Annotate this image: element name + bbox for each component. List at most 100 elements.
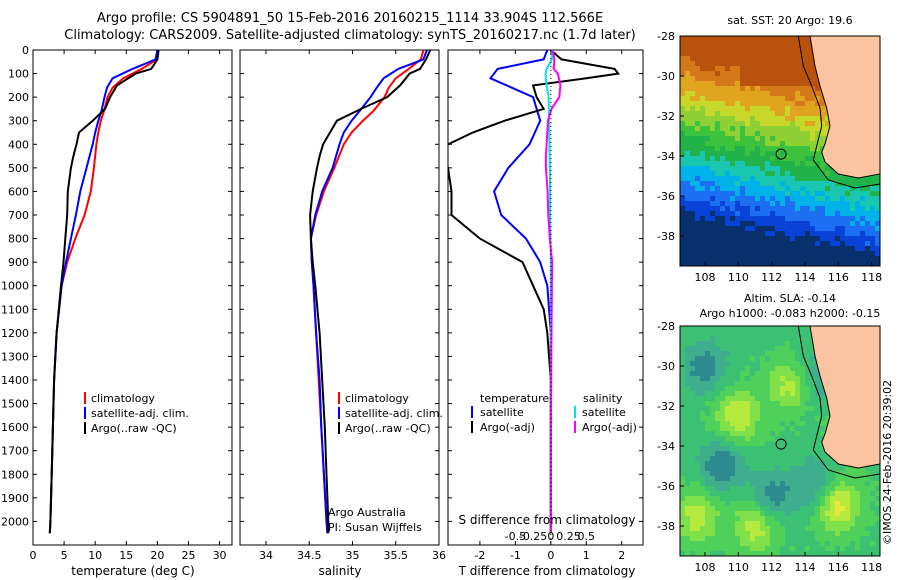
map-cell bbox=[725, 206, 730, 211]
map-cell bbox=[725, 511, 730, 516]
map-cell bbox=[740, 106, 745, 111]
map-cell bbox=[745, 121, 750, 126]
x-tick-label: 116 bbox=[828, 271, 849, 284]
map-cell bbox=[790, 436, 795, 441]
map-cell bbox=[685, 151, 690, 156]
map-cell bbox=[745, 106, 750, 111]
map-cell bbox=[695, 541, 700, 546]
map-cell bbox=[780, 426, 785, 431]
map-cell bbox=[775, 241, 780, 246]
map-cell bbox=[715, 361, 720, 366]
map-cell bbox=[800, 371, 805, 376]
map-cell bbox=[730, 36, 735, 41]
map-cell bbox=[810, 441, 815, 446]
map-cell bbox=[825, 456, 830, 461]
map-cell bbox=[705, 386, 710, 391]
map-cell bbox=[720, 176, 725, 181]
map-cell bbox=[870, 516, 875, 521]
map-cell bbox=[805, 86, 810, 91]
map-cell bbox=[710, 496, 715, 501]
map-cell bbox=[840, 211, 845, 216]
map-cell bbox=[700, 536, 705, 541]
map-cell bbox=[680, 66, 685, 71]
map-cell bbox=[700, 91, 705, 96]
map-cell bbox=[855, 496, 860, 501]
map-cell bbox=[860, 216, 865, 221]
map-cell bbox=[800, 96, 805, 101]
map-cell bbox=[795, 201, 800, 206]
map-cell bbox=[725, 406, 730, 411]
map-cell bbox=[800, 231, 805, 236]
map-cell bbox=[810, 406, 815, 411]
map-frame bbox=[679, 35, 881, 267]
map-cell bbox=[785, 186, 790, 191]
map-cell bbox=[815, 481, 820, 486]
map-cell bbox=[805, 411, 810, 416]
map-cell bbox=[815, 121, 820, 126]
map-cell bbox=[840, 486, 845, 491]
map-cell bbox=[770, 71, 775, 76]
map-cell bbox=[735, 101, 740, 106]
map-cell bbox=[750, 391, 755, 396]
map-cell bbox=[780, 466, 785, 471]
map-cell bbox=[860, 196, 865, 201]
map-cell bbox=[795, 356, 800, 361]
map-cell bbox=[805, 46, 810, 51]
map-cell bbox=[715, 141, 720, 146]
map-cell bbox=[785, 446, 790, 451]
map-cell bbox=[780, 131, 785, 136]
map-cell bbox=[705, 366, 710, 371]
map-cell bbox=[795, 111, 800, 116]
series-line-satellite-adj-clim- bbox=[309, 50, 428, 534]
map-cell bbox=[685, 476, 690, 481]
map-cell bbox=[805, 196, 810, 201]
map-cell bbox=[740, 521, 745, 526]
map-cell bbox=[715, 231, 720, 236]
map-cell bbox=[710, 356, 715, 361]
x-tick-label: 112 bbox=[761, 561, 782, 574]
map-cell bbox=[765, 216, 770, 221]
map-cell bbox=[730, 76, 735, 81]
map-cell bbox=[825, 201, 830, 206]
map-cell bbox=[765, 381, 770, 386]
x-tick-label: 36 bbox=[432, 549, 446, 562]
map-cell bbox=[840, 531, 845, 536]
map-cell bbox=[705, 411, 710, 416]
map-cell bbox=[750, 96, 755, 101]
map-cell bbox=[725, 396, 730, 401]
map-cell bbox=[680, 36, 685, 41]
map-cell bbox=[775, 461, 780, 466]
map-cell bbox=[755, 531, 760, 536]
map-cell bbox=[840, 221, 845, 226]
map-cell bbox=[820, 101, 825, 106]
map-cell bbox=[815, 436, 820, 441]
map-cell bbox=[845, 226, 850, 231]
map-cell bbox=[695, 336, 700, 341]
map-cell bbox=[690, 496, 695, 501]
map-cell bbox=[820, 121, 825, 126]
map-cell bbox=[690, 36, 695, 41]
map-cell bbox=[815, 446, 820, 451]
map-cell bbox=[805, 96, 810, 101]
map-cell bbox=[720, 136, 725, 141]
map-cell bbox=[760, 146, 765, 151]
map-cell bbox=[735, 196, 740, 201]
map-cell bbox=[780, 56, 785, 61]
map-cell bbox=[760, 201, 765, 206]
map-cell bbox=[870, 251, 875, 256]
map-cell bbox=[690, 346, 695, 351]
map-cell bbox=[780, 356, 785, 361]
map-cell bbox=[680, 356, 685, 361]
map-cell bbox=[765, 411, 770, 416]
map-cell bbox=[710, 101, 715, 106]
map-cell bbox=[875, 541, 880, 546]
map-cell bbox=[705, 476, 710, 481]
map-cell bbox=[710, 251, 715, 256]
map-cell bbox=[730, 446, 735, 451]
map-cell bbox=[765, 161, 770, 166]
map-cell bbox=[775, 221, 780, 226]
map-cell bbox=[710, 536, 715, 541]
map-cell bbox=[820, 416, 825, 421]
map-cell bbox=[840, 176, 845, 181]
map-cell bbox=[855, 236, 860, 241]
